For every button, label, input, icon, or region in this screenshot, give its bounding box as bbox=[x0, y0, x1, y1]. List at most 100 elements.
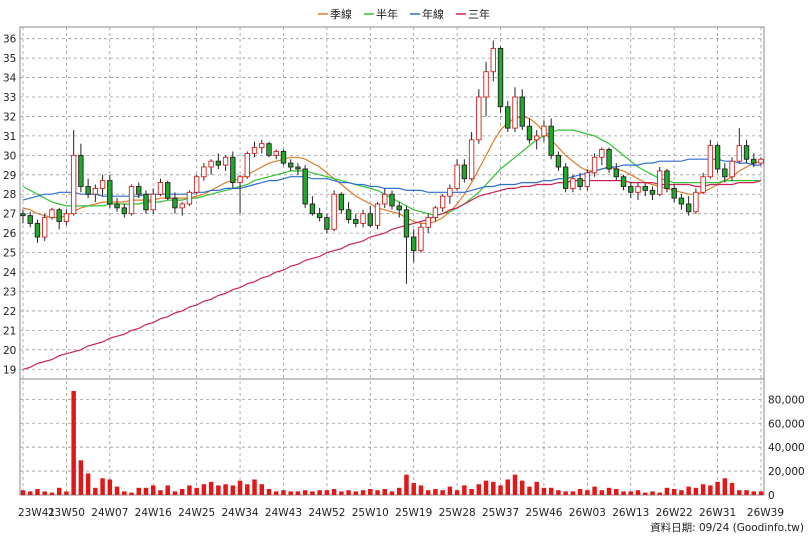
volume-bar bbox=[56, 487, 62, 495]
volume-bar bbox=[519, 480, 525, 495]
candle-down bbox=[505, 106, 511, 129]
volume-bar bbox=[360, 490, 366, 495]
candle-up bbox=[186, 191, 193, 205]
candle-up bbox=[534, 135, 540, 141]
price-tick-label: 32 bbox=[3, 111, 16, 123]
volume-bar bbox=[556, 490, 561, 495]
volume-bar bbox=[635, 490, 641, 495]
candle-up bbox=[512, 96, 518, 129]
legend-label: 三年 bbox=[468, 7, 490, 21]
candle-down bbox=[121, 207, 127, 215]
volume-bar bbox=[353, 491, 359, 495]
volume-bar bbox=[201, 484, 207, 495]
week-tick-label: 25W46 bbox=[525, 507, 562, 519]
candle-up bbox=[635, 186, 641, 193]
candle-down bbox=[34, 222, 41, 238]
volume-bar bbox=[259, 484, 265, 495]
volume-bar bbox=[143, 487, 149, 495]
candle-up bbox=[418, 226, 424, 252]
price-tick-label: 29 bbox=[3, 170, 16, 182]
volume-bar bbox=[382, 489, 388, 495]
candle-down bbox=[280, 151, 287, 164]
candle-up bbox=[447, 187, 453, 197]
candle-up bbox=[157, 182, 164, 195]
volume-bar bbox=[512, 474, 518, 495]
candle-up bbox=[179, 203, 185, 209]
legend: 季線 半年 年線 三年 bbox=[318, 7, 490, 21]
candle-down bbox=[172, 197, 178, 209]
candle-up bbox=[222, 156, 229, 166]
volume-bar bbox=[114, 486, 120, 495]
candle-down bbox=[555, 154, 562, 168]
volume-bar bbox=[650, 491, 655, 495]
price-tick-label: 22 bbox=[3, 306, 16, 318]
week-tick-label: 23W41 bbox=[18, 507, 55, 519]
volume-bar bbox=[505, 479, 511, 495]
volume-bar bbox=[273, 491, 279, 495]
week-tick-label: 24W43 bbox=[265, 507, 302, 519]
volume-bar bbox=[216, 485, 221, 495]
volume-bar bbox=[252, 479, 257, 495]
candle-down bbox=[519, 96, 525, 127]
volume-bar bbox=[27, 491, 33, 495]
candle-down bbox=[215, 160, 222, 166]
candle-down bbox=[642, 186, 648, 191]
candle-down bbox=[136, 186, 142, 195]
candle-down bbox=[20, 213, 26, 217]
candle-down bbox=[562, 166, 569, 189]
price-tick-label: 33 bbox=[3, 92, 16, 104]
volume-bar bbox=[570, 491, 576, 495]
volume-bar bbox=[418, 485, 424, 495]
candle-up bbox=[273, 151, 279, 156]
week-tick-label: 26W03 bbox=[569, 507, 606, 519]
candle-down bbox=[403, 209, 410, 238]
candle-up bbox=[259, 143, 265, 149]
volume-tick-label: 0 bbox=[768, 490, 775, 502]
volume-bar bbox=[592, 486, 597, 495]
candle-down bbox=[56, 209, 62, 222]
volume-bar bbox=[288, 491, 293, 495]
candle-down bbox=[107, 180, 113, 205]
week-tick-label: 25W37 bbox=[482, 507, 519, 519]
candle-up bbox=[729, 160, 735, 178]
candle-up bbox=[382, 193, 388, 205]
candle-up bbox=[237, 176, 243, 184]
candle-down bbox=[497, 47, 504, 108]
week-tick-label: 24W07 bbox=[91, 507, 128, 519]
volume-bar bbox=[339, 491, 344, 495]
candle-up bbox=[736, 145, 742, 162]
grid bbox=[20, 27, 764, 495]
candle-up bbox=[693, 191, 699, 213]
legend-label: 季線 bbox=[330, 7, 352, 21]
candle-down bbox=[78, 154, 84, 187]
candle-down bbox=[345, 209, 352, 220]
volume-bar bbox=[534, 481, 539, 495]
volume-bar bbox=[100, 478, 105, 495]
candle-down bbox=[367, 213, 373, 226]
volume-bar bbox=[331, 489, 337, 495]
week-tick-label: 25W19 bbox=[395, 507, 432, 519]
volume-bar bbox=[758, 491, 764, 495]
price-axis: 19 20 21 22 23 24 25 26 27 28 29 30 31 32 33 34 35 36 bbox=[3, 34, 17, 377]
volume-bar bbox=[179, 489, 185, 495]
volume-bar bbox=[158, 490, 163, 495]
candle-up bbox=[490, 47, 496, 73]
volume-bar bbox=[737, 490, 742, 495]
candle-up bbox=[128, 186, 135, 215]
candle-down bbox=[678, 197, 685, 205]
price-tick-label: 23 bbox=[3, 286, 16, 298]
volume-bar bbox=[266, 489, 272, 495]
volume-bar bbox=[49, 492, 55, 495]
candle-down bbox=[620, 176, 627, 187]
week-tick-label: 26W22 bbox=[656, 507, 693, 519]
candle-up bbox=[201, 166, 207, 178]
candle-up bbox=[42, 217, 48, 238]
volume-bar bbox=[368, 489, 373, 495]
candle-down bbox=[548, 125, 554, 156]
volume-tick-label: 20,000 bbox=[768, 466, 805, 478]
candle-down bbox=[664, 170, 670, 189]
volume-bar bbox=[599, 490, 605, 495]
candle-down bbox=[613, 168, 619, 178]
volume-bar bbox=[396, 487, 402, 495]
volume-bar bbox=[548, 487, 554, 495]
